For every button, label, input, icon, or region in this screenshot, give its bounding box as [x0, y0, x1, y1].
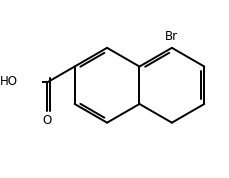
Text: O: O — [42, 114, 52, 127]
Text: HO: HO — [0, 75, 17, 88]
Text: Br: Br — [165, 30, 178, 43]
